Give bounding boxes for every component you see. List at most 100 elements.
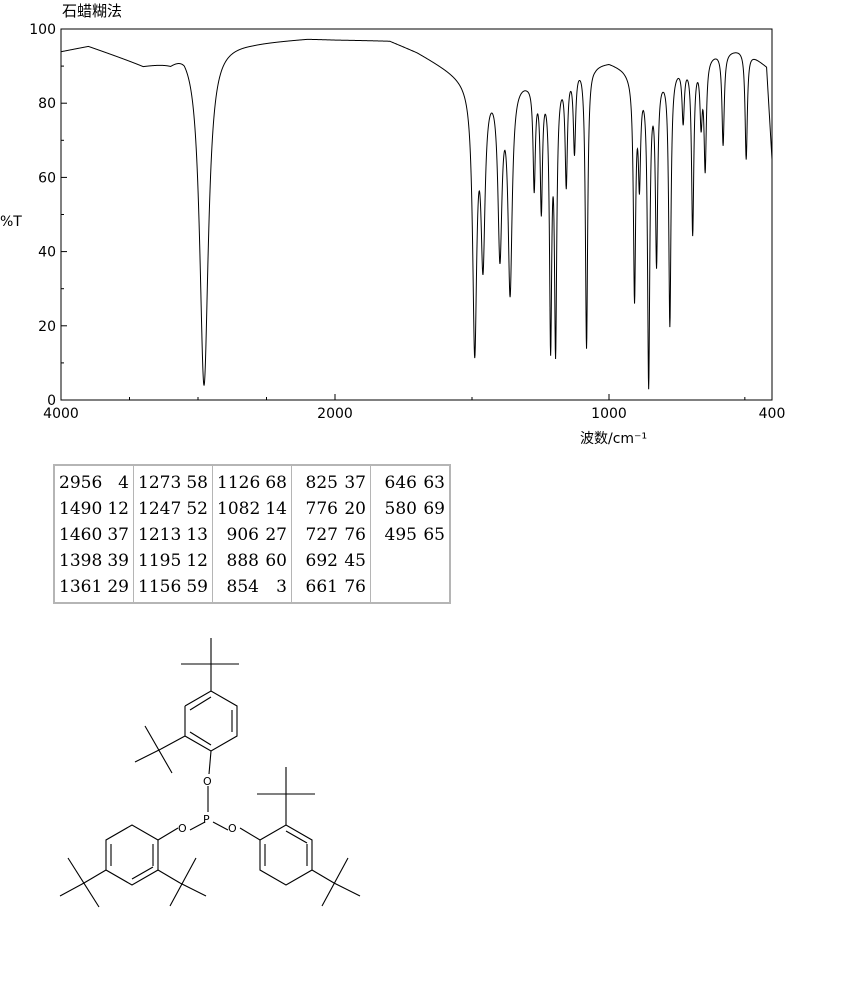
peak-wavenumber: 2956 [59,473,103,493]
peak-wavenumber: 825 [305,473,338,493]
peak-wavenumber: 1490 [59,499,103,519]
structure-bonds [59,638,361,908]
peak-wavenumber: 727 [305,525,338,545]
side-tbu-bond [160,735,186,750]
o-aryl-bond [157,827,179,841]
peak-entry: 1213 13 [138,522,208,548]
peak-entry: 580 69 [375,496,445,522]
peak-wavenumber: 776 [305,499,338,519]
x-tick-label: 2000 [317,406,353,422]
y-tick-label: 80 [38,96,56,112]
peak-entry: 854 3 [217,574,287,600]
left-ortho-tbu-branch [169,857,197,907]
peak-transmittance: 4 [118,473,129,493]
peak-wavenumber: 580 [384,499,417,519]
peak-wavenumber: 646 [384,473,417,493]
left-ring-inner-bond [131,866,154,880]
side-tbu-branch [134,748,162,763]
o-aryl-bond [239,827,261,841]
peak-wavenumber: 1213 [138,525,182,545]
peak-entry: 2956 4 [59,470,129,496]
peak-transmittance: 27 [265,525,287,545]
left-ortho-tbu-bond [157,869,181,884]
y-axis: 0 20 40 60 80 100 [29,22,67,409]
peak-wavenumber: 1398 [59,551,103,571]
peak-transmittance: 65 [423,525,445,545]
left-tbu-branch [59,882,85,897]
peak-wavenumber: 854 [226,577,259,597]
peak-transmittance: 63 [423,473,445,493]
peak-entry: 1156 59 [138,574,208,600]
peak-transmittance: 68 [265,473,287,493]
spectrum-trace [60,38,773,390]
right-ring [259,824,313,886]
peak-entry: 1398 39 [59,548,129,574]
peak-entry: 1460 37 [59,522,129,548]
p-o-bond [212,821,229,831]
page-title: 石蜡糊法 [62,2,123,20]
peak-transmittance: 76 [344,525,366,545]
left-ring [105,824,159,886]
top-ring [184,690,238,752]
peak-transmittance: 59 [186,577,208,597]
x-axis-label: 波数/cm⁻¹ [580,431,647,447]
peak-transmittance: 39 [107,551,129,571]
peak-wavenumber: 888 [226,551,259,571]
right-tbu-bond [311,869,335,884]
peak-transmittance: 12 [107,499,129,519]
y-tick-label: 0 [47,393,56,409]
peak-transmittance: 3 [276,577,287,597]
peak-entry: 906 27 [217,522,287,548]
peak-wavenumber: 1361 [59,577,103,597]
peak-table-column: 825 37 776 20 727 76 692 45 661 76 [291,464,371,604]
peak-wavenumber: 1273 [138,473,182,493]
peak-wavenumber: 495 [384,525,417,545]
peak-entry: 646 63 [375,470,445,496]
peak-entry: 692 45 [296,548,366,574]
peak-wavenumber: 1126 [217,473,261,493]
plot-frame [60,28,773,401]
peak-entry: 661 76 [296,574,366,600]
oxygen-atom-label: O [228,822,237,835]
peak-entry: 727 76 [296,522,366,548]
peak-table-column: 646 63 580 69 495 65 [370,464,451,604]
peak-wavenumber: 661 [305,577,338,597]
table-row: 2956 4 1490 12 1460 37 1398 39 1361 29 1273 58 1247 5… [53,464,451,604]
left-ortho-tbu-branch [179,882,207,897]
peak-entry: 1490 12 [59,496,129,522]
peak-transmittance: 60 [265,551,287,571]
peak-wavenumber: 692 [305,551,338,571]
phosphorus-atom-label: P [203,813,210,826]
peak-transmittance: 13 [186,525,208,545]
y-tick-label: 40 [38,245,56,261]
peak-transmittance: 45 [344,551,366,571]
x-axis: 4000 2000 1000 400 [43,394,785,422]
peak-transmittance: 58 [186,473,208,493]
peak-transmittance: 29 [107,577,129,597]
x-tick-label: 400 [759,406,786,422]
peak-wavenumber: 1460 [59,525,103,545]
side-tbu-branch [144,725,173,774]
peak-table-column: 1126 68 1082 14 906 27 888 60 854 3 [212,464,292,604]
peak-transmittance: 37 [107,525,129,545]
ir-spectrum-chart: 0 20 40 60 80 100 4000 2000 1000 400 %T 波数/cm⁻¹ [0,22,785,447]
peak-wavenumber: 1247 [138,499,182,519]
y-tick-label: 20 [38,319,56,335]
peak-transmittance: 12 [186,551,208,571]
peak-table-column: 2956 4 1490 12 1460 37 1398 39 1361 29 [53,464,134,604]
peak-entry: 888 60 [217,548,287,574]
p-o-bond [189,821,206,831]
peak-transmittance: 37 [344,473,366,493]
peak-entry: 1195 12 [138,548,208,574]
peak-entry: 776 20 [296,496,366,522]
peak-transmittance: 14 [265,499,287,519]
peak-entry: 1126 68 [217,470,287,496]
peak-entry: 1247 52 [138,496,208,522]
x-tick-label: 4000 [43,406,79,422]
right-ring-inner-bond [285,830,308,844]
top-ring-inner-bond [189,696,212,711]
peak-entry: 825 37 [296,470,366,496]
y-tick-label: 60 [38,170,56,186]
peak-table-column: 1273 58 1247 52 1213 13 1195 12 1156 59 [133,464,213,604]
right-tbu-branch [333,882,361,897]
